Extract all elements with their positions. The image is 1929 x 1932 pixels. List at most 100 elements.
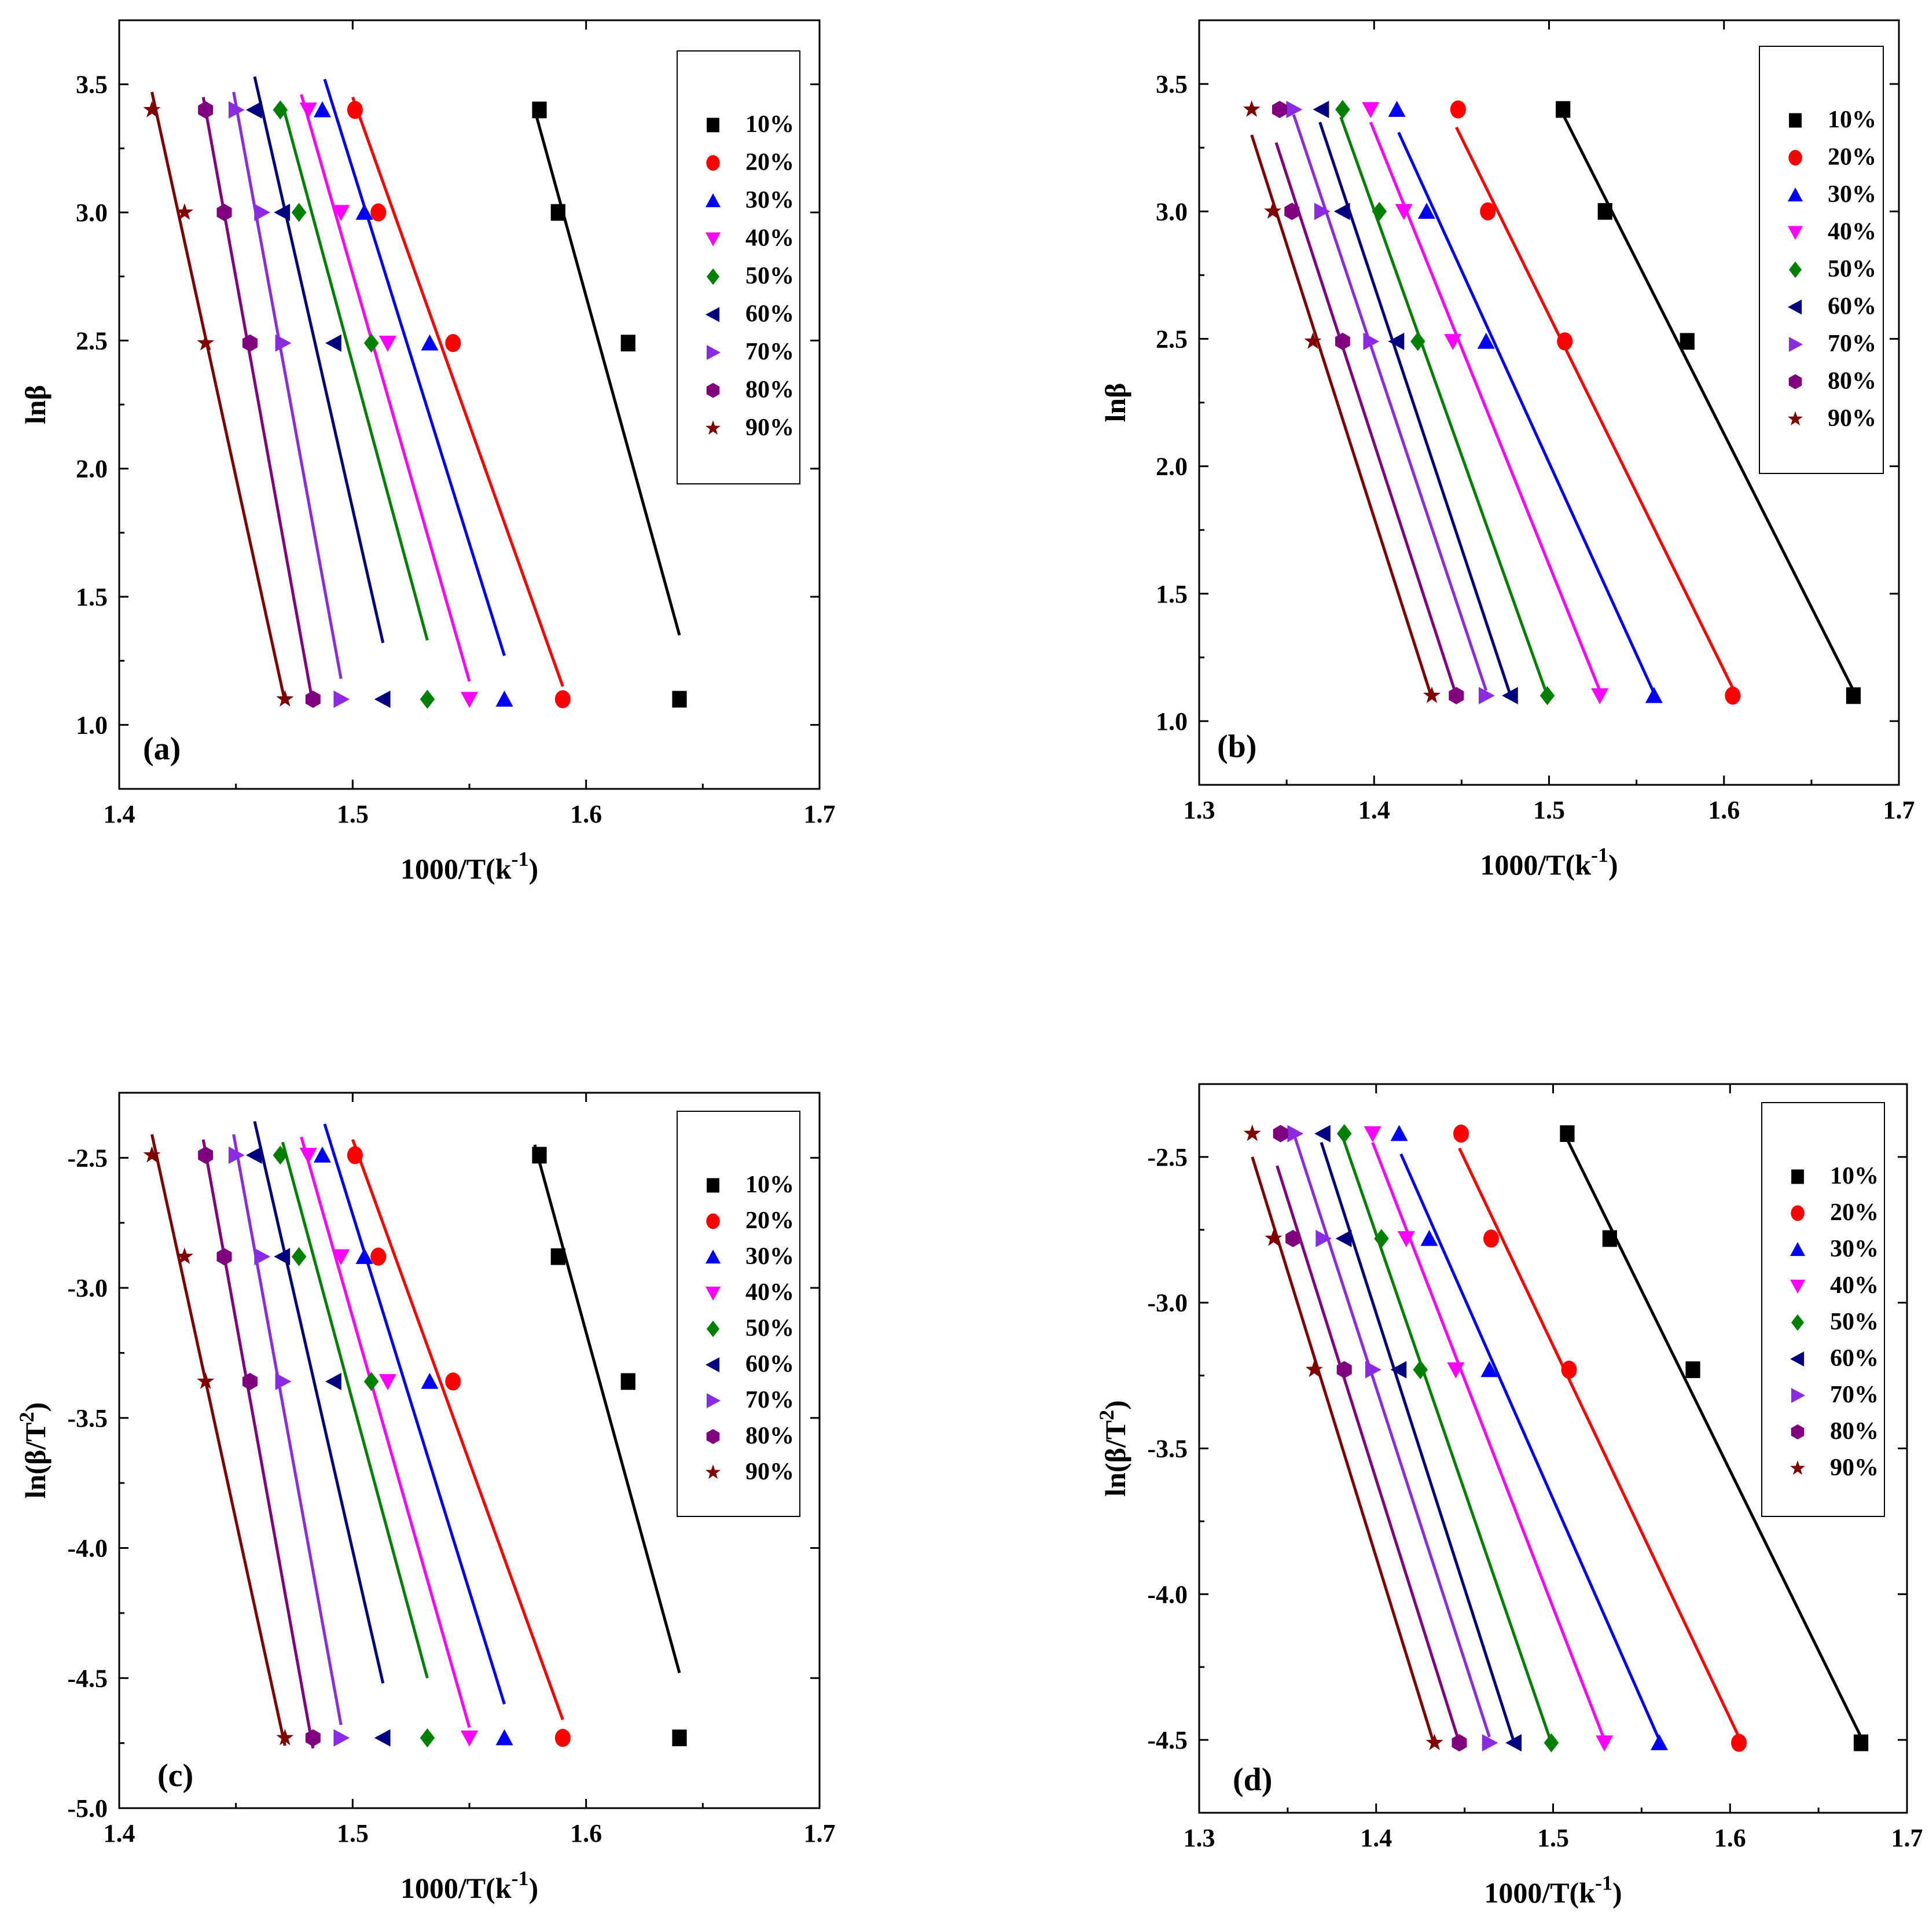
legend-item: 90% [1790,1454,1879,1481]
x-tick-label: 1.7 [804,1819,836,1847]
legend-item: 30% [706,187,794,214]
data-point [1286,101,1303,119]
panel-label: (a) [143,731,181,767]
legend-marker [1788,299,1802,315]
series-40pct [299,94,478,708]
x-tick-label: 1.5 [1533,796,1565,824]
series-60pct [245,76,391,708]
data-point [620,1373,635,1390]
fit-line [1318,122,1512,696]
legend-marker [706,193,721,208]
data-point [1388,332,1405,350]
legend-item: 70% [706,339,794,365]
fit-line [1320,1141,1516,1743]
data-point [1502,686,1518,704]
data-point [143,1146,161,1163]
data-point [1273,1125,1288,1143]
data-point [1372,201,1387,221]
y-tick-label: 3.5 [76,71,108,99]
data-point [1410,332,1425,351]
data-point [1364,1126,1381,1143]
data-point [495,690,513,707]
data-point [1264,202,1281,219]
legend-marker [1788,226,1803,240]
y-axis-title: ln(β/T2) [15,1402,52,1499]
data-point [1304,332,1322,349]
x-axis-title-end: ) [1608,849,1618,881]
y-tick-label: -2.5 [67,1144,108,1172]
y-axis-title: ln(β/T2) [1095,1400,1131,1497]
data-point [1272,101,1287,119]
fit-line [1293,1136,1491,1738]
data-point [1316,1229,1332,1247]
data-point [313,101,331,117]
data-point [143,101,161,117]
series-70pct [1287,1125,1498,1752]
x-axis-title: 1000/T(k-1) [401,1867,538,1904]
x-tick-label: 1.5 [1537,1824,1569,1852]
data-point [1444,334,1462,350]
y-axis-title-text: ln(β/T [1099,1420,1131,1497]
data-point [1483,1229,1499,1248]
fit-line [253,76,385,644]
data-point [1285,1229,1300,1247]
y-tick-label: 1.5 [1156,580,1188,608]
y-axis-title-text: lnβ [19,385,52,424]
legend-marker [1788,261,1802,278]
data-point [1425,1733,1443,1750]
series-20pct [1450,100,1741,705]
series-60pct [1313,101,1518,704]
x-tick-label: 1.5 [337,1819,369,1847]
legend-marker [1788,374,1802,390]
data-point [273,100,288,120]
series-90pct [143,91,294,707]
fit-line [1274,142,1458,696]
series-30pct [1388,101,1663,703]
data-point [1650,1734,1668,1750]
legend-marker [706,1393,721,1408]
legend-label: 20% [745,149,794,176]
data-point [325,334,341,352]
legend-box [1761,1102,1885,1517]
legend-label: 20% [745,1207,794,1234]
x-axis-title-sup: -1 [1591,843,1608,866]
data-point [291,1247,307,1266]
legend-label: 60% [1830,1345,1879,1372]
data-point [445,334,461,352]
series-70pct [228,91,350,708]
data-point [332,205,350,221]
data-point [1544,1733,1559,1753]
fit-line [533,1144,681,1673]
data-point [1314,203,1331,221]
data-point [550,204,565,221]
data-point [421,334,439,351]
panel-a: 1.4 1.5 1.6 1.7 1.0 1.5 2.0 2.5 3.0 3.5 1000/T(k-1… [19,19,836,885]
fit-line [1371,1141,1606,1741]
legend-label: 10% [1828,106,1876,133]
data-point [1452,1734,1467,1752]
series-20pct [347,96,571,708]
data-point [347,101,363,119]
data-point [242,1372,258,1390]
legend-label: 80% [745,1423,794,1449]
data-point [1731,1733,1747,1752]
legend-item: 80% [1788,368,1876,395]
fit-line [1276,1165,1461,1743]
data-point [1243,100,1261,117]
fit-line [323,1123,506,1705]
data-point [313,1146,331,1163]
legend-label: 40% [1830,1272,1879,1299]
y-tick-label: 2.0 [76,455,108,483]
data-point [1336,1124,1352,1144]
data-point [325,1372,341,1390]
legend-label: 40% [745,225,794,252]
data-point [1333,203,1350,221]
panel-c: 1.4 1.5 1.6 1.7 -5.0 -4.5 -4.0 -3.5 -3.0 -2.5 1000… [15,1092,836,1904]
legend-marker [706,232,721,247]
legend-marker [706,383,720,398]
data-point [1505,1734,1522,1752]
data-point [176,203,193,220]
y-tick-label: 2.5 [1156,325,1188,353]
data-point [1680,333,1695,350]
